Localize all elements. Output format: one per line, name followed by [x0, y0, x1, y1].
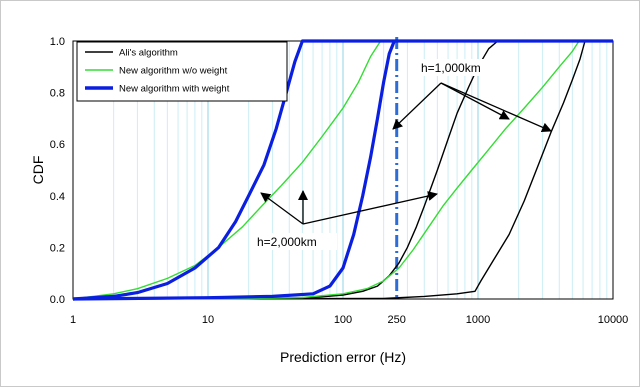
arrow-1000-to-ali [440, 82, 510, 120]
y-tick-label: 0.0 [50, 294, 65, 306]
annotation-2000: h=2,000km [257, 235, 317, 249]
x-tick-label: 1 [70, 314, 76, 326]
legend: Ali's algorithm New algorithm w/o weight… [76, 41, 288, 102]
y-axis-label: CDF [30, 156, 46, 185]
y-tick-label: 0.4 [50, 191, 65, 203]
legend-label-with-weight: New algorithm with weight [119, 84, 230, 95]
x-tick-label: 10 [202, 314, 214, 326]
annotation-arrows [260, 82, 552, 225]
series-0-curve-0 [72, 40, 499, 300]
series-1-curve-0 [72, 40, 382, 300]
annotation-1000-bg [417, 59, 501, 76]
x-tick-label: 10000 [598, 314, 629, 326]
series-1-curve-1 [72, 40, 580, 300]
annotation-1000: h=1,000km [421, 61, 481, 75]
arrow-1000-to-nw [440, 82, 552, 132]
x-tick-labels: 1 10 100 250 1000 10000 [70, 314, 628, 326]
legend-label-no-weight: New algorithm w/o weight [119, 66, 228, 77]
series-0-curve-1 [72, 40, 586, 300]
y-tick-label: 0.8 [50, 88, 65, 100]
arrow-2000-to-weight [260, 192, 304, 225]
series-2-curve-1 [72, 40, 396, 301]
y-tick-label: 0.2 [50, 242, 65, 254]
y-tick-labels: 0.0 0.2 0.4 0.6 0.8 1.0 [50, 36, 65, 306]
annotation-2000-bg [253, 233, 337, 250]
series-group [72, 39, 613, 301]
series-2-curve-0 [72, 39, 613, 301]
x-tick-label: 100 [334, 314, 352, 326]
arrow-1000-to-weight [392, 82, 442, 130]
y-tick-label: 1.0 [50, 36, 65, 48]
x-tick-label: 1000 [466, 314, 490, 326]
arrow-2000-to-ali [302, 191, 438, 225]
x-axis-label: Prediction error (Hz) [280, 349, 406, 365]
y-tick-label: 0.6 [50, 139, 65, 151]
x-tick-label: 250 [388, 314, 406, 326]
legend-label-ali: Ali's algorithm [119, 48, 178, 59]
